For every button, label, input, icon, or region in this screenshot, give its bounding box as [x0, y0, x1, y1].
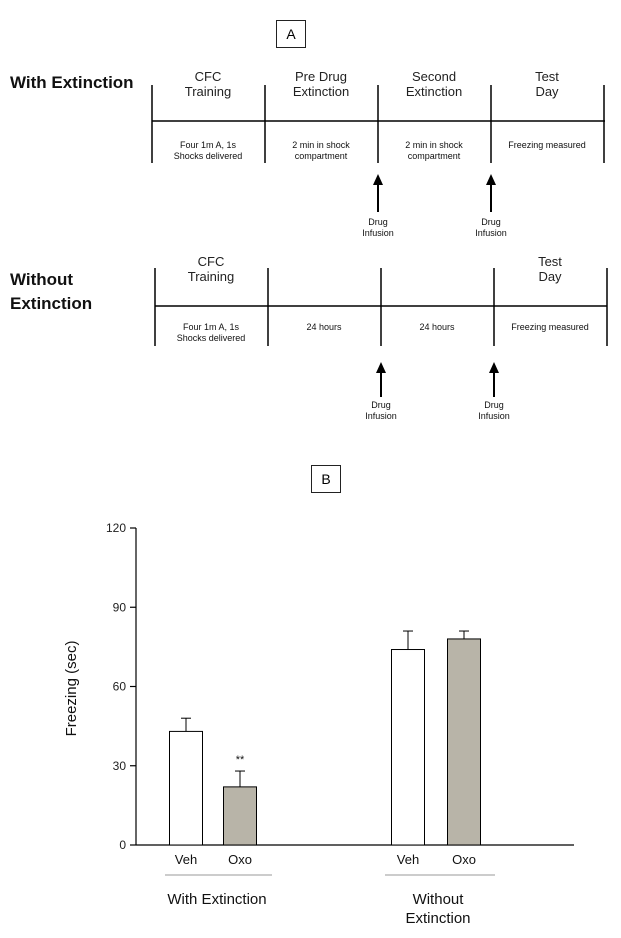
y-tick-label: 0 — [119, 838, 126, 852]
without-ext-phase-1: CFC Training — [187, 254, 235, 284]
bar — [223, 786, 257, 846]
group-label: Extinction — [405, 910, 470, 927]
without-ext-cell-2: 24 hours — [306, 322, 342, 332]
with-ext-cell-4: Freezing measured — [508, 140, 586, 150]
category-label: Oxo — [228, 852, 252, 867]
with-extinction-timeline — [151, 85, 608, 397]
drug-arrow-head — [376, 362, 386, 373]
without-ext-cell-3: 24 hours — [419, 322, 455, 332]
group-label: With Extinction — [167, 891, 266, 908]
group-label: Without — [413, 891, 465, 908]
category-label: Veh — [175, 852, 197, 867]
without-ext-phase-4: Test Day — [538, 254, 562, 284]
y-axis-label: Freezing (sec) — [63, 641, 80, 737]
with-ext-phase-1: CFC Training — [184, 69, 232, 99]
without-ext-cell-1: Four 1m A, 1s Shocks delivered — [176, 322, 246, 343]
bar — [169, 730, 203, 846]
y-tick-label: 30 — [113, 759, 127, 773]
bar — [447, 638, 481, 846]
with-ext-cell-1: Four 1m A, 1s Shocks delivered — [173, 140, 243, 161]
category-label: Oxo — [452, 852, 476, 867]
y-tick-label: 60 — [113, 680, 127, 694]
with-ext-phase-4: Test Day — [535, 69, 559, 99]
significance-marker: ** — [236, 754, 245, 766]
drug-arrow-head — [373, 174, 383, 185]
with-ext-phase-3: Second Extinction — [405, 69, 463, 99]
with-ext-drug-label-2: Drug Infusion — [475, 217, 507, 238]
without-ext-drug-label-1: Drug Infusion — [365, 400, 397, 421]
without-ext-drug-label-2: Drug Infusion — [478, 400, 510, 421]
with-ext-cell-2: 2 min in shock compartment — [292, 140, 350, 161]
panel-b-label: B — [311, 465, 341, 493]
freezing-bar-chart: 0 30 60 90 120 Freezing (sec) Veh Oxo Veh Oxo ** Wi… — [63, 521, 574, 927]
drug-arrow-head — [486, 174, 496, 185]
without-ext-cell-4: Freezing measured — [511, 322, 589, 332]
bar — [391, 649, 425, 846]
drug-arrow-head — [489, 362, 499, 373]
with-ext-cell-3: 2 min in shock compartment — [405, 140, 463, 161]
category-label: Veh — [397, 852, 419, 867]
with-extinction-title: With Extinction — [10, 73, 134, 92]
y-tick-label: 90 — [113, 600, 127, 614]
with-ext-phase-2: Pre Drug Extinction — [292, 69, 350, 99]
panel-a-label: A — [276, 20, 306, 48]
y-tick-label: 120 — [106, 521, 126, 535]
with-ext-drug-label-1: Drug Infusion — [362, 217, 394, 238]
without-extinction-title: Without Extinction — [10, 270, 93, 313]
